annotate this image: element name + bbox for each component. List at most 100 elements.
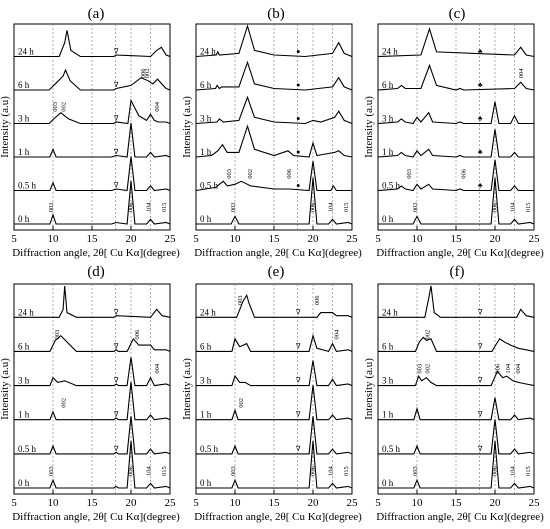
series-label: 6 h	[18, 341, 30, 351]
peak-index-label: 006	[286, 168, 293, 179]
series-line	[378, 397, 535, 421]
series-line	[14, 98, 171, 125]
x-tick-label: 15	[451, 497, 463, 509]
series-line	[195, 161, 352, 192]
x-tick-label: 15	[269, 497, 281, 509]
peak-index-label: 003	[412, 203, 419, 213]
series-line	[14, 180, 171, 225]
peak-index-label: 006	[314, 295, 321, 306]
series-label: 0 h	[200, 214, 212, 224]
panel-label-c: (c)	[449, 6, 466, 22]
x-tick-label: 25	[347, 233, 359, 245]
peak-marker: ●	[296, 182, 300, 190]
peak-index-label: 015	[525, 203, 532, 213]
series-label: 0 h	[18, 478, 30, 488]
peak-index-label: 004	[154, 101, 161, 112]
y-axis-label: Intensity (a.u)	[363, 96, 375, 158]
series-line	[196, 293, 353, 318]
peak-marker: ●	[296, 148, 300, 156]
peak-marker: ♣	[478, 81, 483, 89]
peak-index-label: 003	[230, 466, 237, 476]
peak-marker: ∇	[114, 148, 119, 156]
series-label: 24 h	[382, 307, 398, 317]
series-line	[14, 334, 171, 352]
x-tick-label: 25	[165, 233, 177, 245]
chart-panel: 5 10 15 20 25 Diffraction angle, 2θ[ Cu Kα](d…	[363, 23, 544, 259]
peak-marker: ∇	[296, 342, 301, 350]
series-label: 0.5 h	[382, 444, 401, 454]
peak-marker: ∇	[114, 445, 119, 453]
peak-marker: ∇	[114, 308, 119, 316]
peak-index-label: 104	[510, 466, 517, 477]
series-line	[14, 416, 171, 455]
peak-index-label: 015	[161, 466, 168, 476]
y-axis-label: Intensity (a.u)	[0, 96, 11, 158]
peak-index-label: 003	[417, 364, 424, 374]
series-label: 1 h	[200, 410, 212, 420]
panel-label-f: (f)	[450, 264, 465, 280]
peak-index-label: 003	[48, 203, 55, 213]
peak-index-label: 004	[334, 329, 341, 340]
x-axis-label: Diffraction angle, 2θ[ Cu Kα](degree)	[376, 247, 544, 259]
x-axis-label: Diffraction angle, 2θ[ Cu Kα](degree)	[194, 247, 362, 259]
series-line	[195, 60, 353, 91]
series-label: 0 h	[200, 478, 212, 488]
series-line	[196, 440, 353, 489]
series-line	[195, 124, 353, 158]
series-line	[378, 419, 535, 455]
x-tick-label: 15	[87, 233, 99, 245]
x-tick-label: 15	[87, 497, 99, 509]
peak-index-label: 006	[310, 466, 317, 477]
series-line	[196, 385, 353, 421]
series-line	[378, 285, 535, 318]
series-line	[14, 68, 171, 91]
x-tick-label: 20	[308, 497, 320, 509]
series-label: 1 h	[18, 410, 30, 420]
panel-label-d: (d)	[87, 264, 105, 280]
peak-index-label: 002	[425, 364, 432, 374]
series-label: 0 h	[382, 478, 394, 488]
peak-index-label: 015	[343, 203, 350, 213]
series-label: 3 h	[382, 114, 394, 124]
peak-marker: ∇	[114, 48, 119, 56]
plot-frame	[13, 23, 171, 231]
peak-index-label: 104	[505, 363, 512, 374]
peak-index-label: 002	[61, 398, 68, 408]
peak-marker: ∇	[478, 445, 483, 453]
peak-index-label: 003	[412, 466, 419, 476]
series-label: 0.5 h	[200, 181, 219, 191]
chart-panel: 5 10 15 20 25 Diffraction angle, 2θ[ Cu Kα](d…	[0, 23, 180, 259]
peak-marker: ♣	[478, 48, 483, 56]
x-axis-label: Diffraction angle, 2θ[ Cu Kα](degree)	[12, 247, 180, 259]
chart-panel: 5 10 15 20 25 Diffraction angle, 2θ[ Cu Kα](d…	[181, 283, 362, 523]
peak-index-label: 004	[518, 68, 525, 79]
peak-marker: ∇	[296, 411, 301, 419]
peak-index-label: 006	[460, 168, 467, 179]
x-tick-label: 25	[165, 497, 177, 509]
series-label: 3 h	[200, 376, 212, 386]
peak-marker: ♣	[478, 115, 483, 123]
x-tick-label: 20	[126, 233, 138, 245]
series-line	[378, 440, 535, 489]
peak-index-label: 006	[492, 202, 499, 213]
peak-index-label: 002	[238, 398, 245, 408]
peak-index-label: 104	[328, 202, 335, 213]
peak-index-label: 104	[510, 202, 517, 213]
x-tick-label: 25	[347, 497, 359, 509]
series-line	[14, 285, 171, 318]
x-tick-label: 10	[48, 233, 60, 245]
peak-index-label: 006	[310, 202, 317, 213]
series-label: 3 h	[200, 114, 212, 124]
peak-index-label: 003	[226, 169, 233, 179]
peak-marker: ∇	[114, 342, 119, 350]
series-line	[377, 129, 534, 158]
peak-index-label: 002	[144, 69, 151, 79]
series-label: 1 h	[200, 147, 212, 157]
y-axis-label: Intensity (a.u)	[181, 358, 193, 420]
panel-label-b: (b)	[267, 6, 285, 22]
series-label: 1 h	[18, 147, 30, 157]
x-tick-label: 15	[269, 233, 281, 245]
series-line	[378, 370, 535, 387]
peak-marker: ∇	[114, 182, 119, 190]
x-tick-label: 5	[375, 233, 381, 245]
